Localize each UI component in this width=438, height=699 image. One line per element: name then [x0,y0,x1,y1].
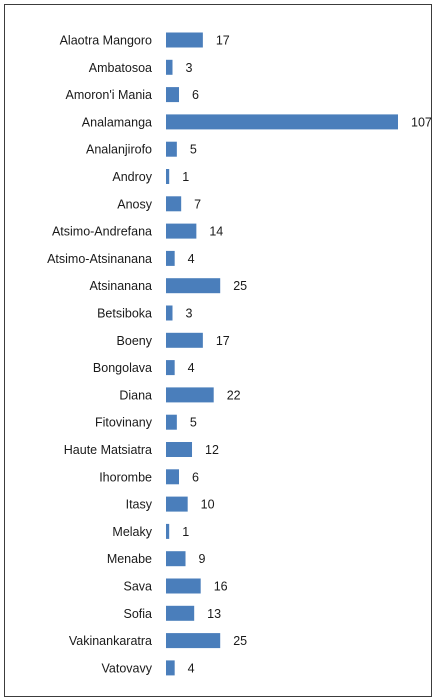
category-label: Diana [119,388,152,402]
category-label: Amoron'i Mania [66,88,152,102]
value-label: 17 [216,334,230,348]
bar [166,278,221,294]
bar [166,305,173,321]
value-label: 7 [194,197,201,211]
category-label: Betsiboka [97,307,152,321]
value-label: 14 [209,225,223,239]
bar [166,578,201,594]
bar [166,414,177,430]
category-label: Atsimo-Atsinanana [47,252,152,266]
value-label: 12 [205,443,219,457]
category-label: Vatovavy [102,661,153,675]
bar [166,196,182,212]
value-label: 13 [207,607,221,621]
value-label: 25 [233,634,247,648]
bar [166,32,203,48]
value-label: 4 [188,661,195,675]
category-label: Ambatosoa [89,61,152,75]
bar [166,660,175,676]
value-label: 4 [188,361,195,375]
value-label: 5 [190,416,197,430]
bar [166,250,175,266]
bar [166,169,170,184]
category-label: Itasy [126,498,153,512]
value-label: 22 [227,388,241,402]
category-label: Atsinanana [89,279,152,293]
bar [166,387,214,403]
value-label: 1 [182,525,189,539]
category-label: Analanjirofo [86,143,152,157]
value-label: 6 [192,88,199,102]
category-label: Haute Matsiatra [64,443,152,457]
bar [166,114,398,130]
value-label: 17 [216,34,230,48]
bar [166,551,186,567]
bar [166,496,188,512]
category-label: Boeny [117,334,153,348]
bar [166,332,203,348]
value-label: 10 [201,498,215,512]
value-label: 1 [182,170,189,184]
value-label: 6 [192,470,199,484]
bar [166,141,177,157]
category-label: Melaky [112,525,152,539]
category-label: Ihorombe [99,470,152,484]
category-label: Analamanga [82,115,152,129]
value-label: 9 [199,552,206,566]
category-label: Vakinankaratra [69,634,152,648]
value-label: 107 [411,115,432,129]
value-label: 4 [188,252,195,266]
category-label: Atsimo-Andrefana [52,225,152,239]
category-label: Anosy [117,197,152,211]
bar [166,223,197,239]
category-label: Bongolava [93,361,152,375]
category-label: Sofia [124,607,153,621]
bar [166,605,195,621]
category-label: Sava [124,580,153,594]
category-label: Alaotra Mangoro [60,34,152,48]
bar [166,59,173,75]
bar [166,87,180,103]
value-label: 5 [190,143,197,157]
category-label: Androy [112,170,152,184]
value-label: 25 [233,279,247,293]
category-label: Fitovinany [95,416,153,430]
value-label: 3 [186,61,193,75]
bar [166,360,175,376]
bar [166,523,170,539]
value-label: 3 [186,307,193,321]
bar [166,442,193,457]
bar [166,469,180,485]
category-label: Menabe [107,552,152,566]
value-label: 16 [214,580,228,594]
bar [166,633,221,649]
